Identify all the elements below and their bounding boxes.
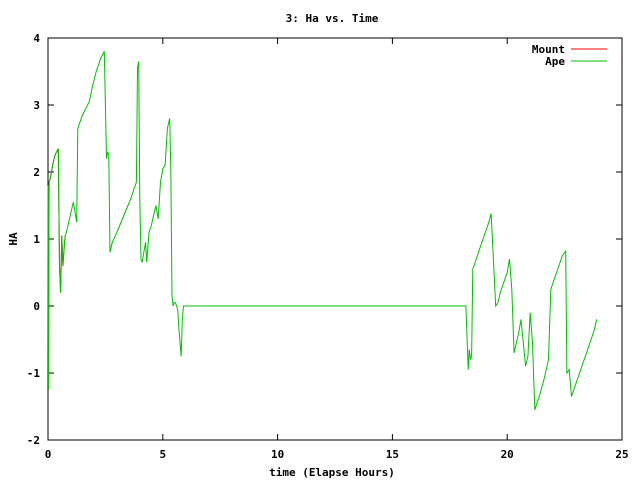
legend: Mount Ape (532, 43, 607, 68)
tick-marks: 0 5 10 15 20 25 -2 -1 0 1 2 3 4 (27, 32, 629, 461)
y-tick-label: 4 (33, 32, 40, 45)
y-tick-label: 2 (33, 166, 40, 179)
series-lines (47, 51, 598, 411)
chart-title: 3: Ha vs. Time (286, 12, 379, 25)
legend-label-ape: Ape (545, 55, 565, 68)
y-tick-label: 1 (33, 233, 40, 246)
y-tick-label: -2 (27, 434, 40, 447)
y-axis-label: HA (7, 232, 20, 246)
x-tick-label: 0 (45, 448, 52, 461)
y-tick-label: 3 (33, 99, 40, 112)
x-tick-label: 20 (501, 448, 514, 461)
x-tick-label: 5 (159, 448, 166, 461)
legend-label-mount: Mount (532, 43, 565, 56)
x-tick-label: 10 (271, 448, 284, 461)
x-axis-label: time (Elapse Hours) (269, 466, 395, 479)
x-tick-label: 15 (386, 448, 399, 461)
y-tick-label: 0 (33, 300, 40, 313)
series-line-ape (47, 51, 598, 411)
y-tick-label: -1 (27, 367, 41, 380)
x-tick-label: 25 (615, 448, 628, 461)
